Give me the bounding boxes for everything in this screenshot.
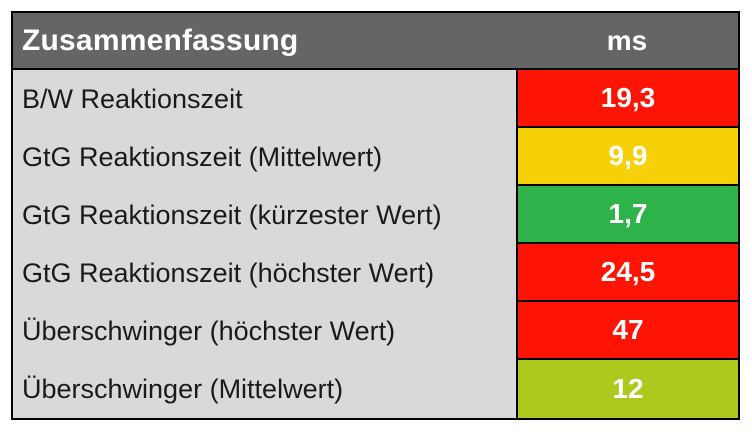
row-label: Überschwinger (Mittelwert) <box>22 373 344 404</box>
row-value: 19,3 <box>516 70 738 128</box>
row-label: GtG Reaktionszeit (Mittelwert) <box>22 141 383 172</box>
table-header: Zusammenfassung ms <box>13 13 738 70</box>
table-row: GtG Reaktionszeit (Mittelwert) 9,9 <box>13 128 738 186</box>
row-label: Überschwinger (höchster Wert) <box>22 315 396 346</box>
row-label: GtG Reaktionszeit (höchster Wert) <box>22 257 435 288</box>
table-row: GtG Reaktionszeit (höchster Wert) 24,5 <box>13 244 738 302</box>
table-title: Zusammenfassung <box>22 23 299 57</box>
row-value: 9,9 <box>516 128 738 186</box>
unit-column-header: ms <box>606 24 648 56</box>
row-value: 24,5 <box>516 244 738 302</box>
table-row: Überschwinger (Mittelwert) 12 <box>13 360 738 418</box>
table-row: Überschwinger (höchster Wert) 47 <box>13 302 738 360</box>
row-label: B/W Reaktionszeit <box>22 83 243 114</box>
row-label: GtG Reaktionszeit (kürzester Wert) <box>22 199 442 230</box>
table-row: B/W Reaktionszeit 19,3 <box>13 70 738 128</box>
summary-table: Zusammenfassung ms B/W Reaktionszeit 19,… <box>11 11 740 420</box>
row-value: 47 <box>516 302 738 360</box>
row-value: 1,7 <box>516 186 738 244</box>
table-row: GtG Reaktionszeit (kürzester Wert) 1,7 <box>13 186 738 244</box>
row-value: 12 <box>516 360 738 418</box>
